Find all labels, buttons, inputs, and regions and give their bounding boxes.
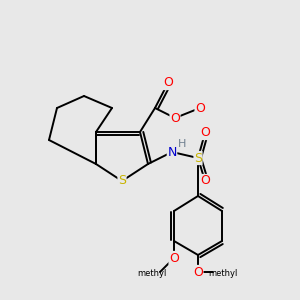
Text: O: O (195, 101, 205, 115)
Text: methyl: methyl (208, 269, 238, 278)
Text: H: H (178, 139, 186, 149)
Text: O: O (169, 251, 179, 265)
Text: N: N (167, 146, 177, 158)
Text: O: O (200, 175, 210, 188)
Text: S: S (118, 175, 126, 188)
Text: O: O (200, 127, 210, 140)
Text: O: O (163, 76, 173, 89)
Text: S: S (194, 152, 202, 164)
Text: methyl: methyl (137, 269, 167, 278)
Text: O: O (193, 266, 203, 278)
Text: O: O (170, 112, 180, 124)
